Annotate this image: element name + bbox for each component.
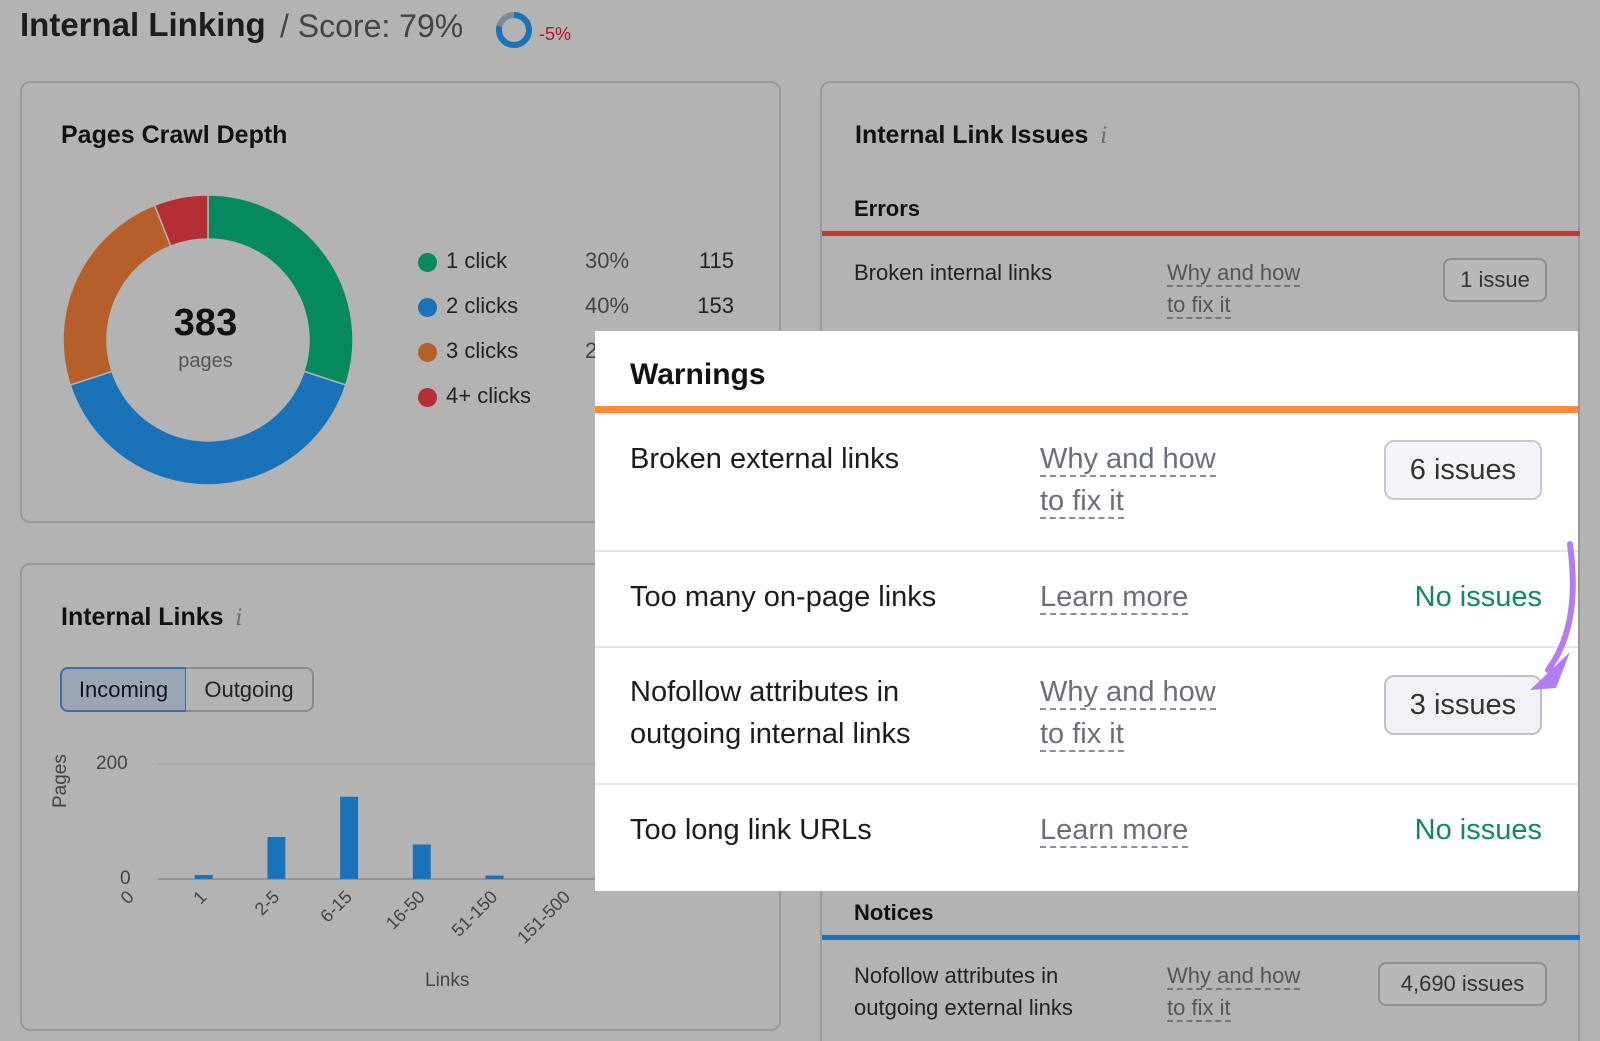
donut-slice-4[interactable] <box>153 194 209 248</box>
x-axis-label: Links <box>425 970 470 991</box>
no-issues-status: No issues <box>1414 581 1542 613</box>
crawl-depth-donut <box>62 194 354 486</box>
bar-16-50[interactable] <box>412 844 431 880</box>
crawl-depth-total: 383 <box>173 302 238 344</box>
why-fix-link[interactable]: Why and how to fix it <box>1040 443 1216 519</box>
internal-links-title: Internal Links i <box>61 603 243 632</box>
legend-label: 3 clicks <box>446 338 519 363</box>
issues-title-text: Internal Link Issues <box>855 121 1089 149</box>
y-tick-0: 0 <box>120 868 131 889</box>
row-divider <box>595 783 1578 785</box>
score-delta: -5% <box>539 24 572 44</box>
info-icon[interactable]: i <box>1100 124 1108 149</box>
legend-pct: 2 <box>585 338 598 363</box>
broken-external-links-issues-button[interactable]: 6 issues <box>1384 440 1542 500</box>
why-fix-link[interactable]: Why and how to fix it <box>1167 963 1301 1022</box>
notice-issues-count-button[interactable]: 4,690 issues <box>1378 962 1547 1006</box>
row-divider <box>595 550 1578 552</box>
x-tick-label: 6-15 <box>316 887 356 927</box>
legend-dot <box>418 343 437 362</box>
internal-links-title-text: Internal Links <box>61 603 224 631</box>
outgoing-toggle[interactable]: Outgoing <box>186 667 314 712</box>
notices-line <box>822 935 1580 940</box>
crawl-depth-total-label: pages <box>178 350 233 372</box>
x-tick-label: 2-5 <box>251 887 284 920</box>
bar-1[interactable] <box>194 874 213 879</box>
page-title: Internal Linking <box>20 6 266 43</box>
legend-pct: 40% <box>585 293 630 318</box>
learn-more-link[interactable]: Learn more <box>1040 814 1189 848</box>
error-row-name: Broken internal links <box>854 260 1053 285</box>
incoming-toggle[interactable]: Incoming <box>60 667 187 712</box>
x-tick-label: 151-500 <box>513 887 574 948</box>
legend-pct: 30% <box>585 248 630 273</box>
learn-more-link[interactable]: Learn more <box>1040 581 1189 615</box>
donut-slice-2[interactable] <box>69 370 347 486</box>
why-fix-link[interactable]: Why and how to fix it <box>1167 260 1301 319</box>
legend-label: 1 click <box>446 248 508 273</box>
warning-row-too-long-urls: Too long link URLs <box>630 814 872 846</box>
error-issues-count-button[interactable]: 1 issue <box>1443 258 1547 302</box>
annotation-arrow-icon <box>1530 541 1576 690</box>
legend-label: 2 clicks <box>446 293 519 318</box>
warnings-title: Warnings <box>630 358 766 391</box>
notices-label: Notices <box>854 900 934 925</box>
legend-row-3-clicks[interactable]: 3 clicks 2 <box>418 338 598 368</box>
legend-label: 4+ clicks <box>446 383 531 408</box>
score-ring-icon <box>496 12 532 48</box>
legend-dot <box>418 298 437 317</box>
donut-slice-1[interactable] <box>207 194 354 386</box>
why-fix-link[interactable]: Why and how to fix it <box>1040 676 1216 752</box>
legend-dot <box>418 253 437 272</box>
legend-row-4plus-clicks[interactable]: 4+ clicks <box>418 383 588 413</box>
info-icon[interactable]: i <box>235 606 243 631</box>
nofollow-internal-issues-button[interactable]: 3 issues <box>1384 675 1542 735</box>
bar-6-15[interactable] <box>340 796 359 879</box>
x-tick-label: 1 <box>189 887 210 908</box>
y-axis-label: Pages <box>50 754 71 808</box>
legend-count: 115 <box>698 248 734 273</box>
errors-line <box>822 231 1580 236</box>
legend-dot <box>418 388 437 407</box>
x-tick-label: 16-50 <box>382 887 429 934</box>
row-divider <box>595 646 1578 648</box>
crawl-depth-title: Pages Crawl Depth <box>61 121 288 149</box>
score-text: / Score: 79% <box>280 8 464 44</box>
notice-row-name: Nofollow attributes in outgoing external … <box>854 963 1073 1020</box>
x-tick-label: 51-150 <box>448 887 502 941</box>
no-issues-status: No issues <box>1414 814 1542 846</box>
warning-row-broken-external-links: Broken external links <box>630 443 900 475</box>
issues-title: Internal Link Issues i <box>855 121 1107 150</box>
y-tick-200: 200 <box>96 753 128 774</box>
legend-row-2-clicks[interactable]: 2 clicks 40% 153 <box>418 293 734 323</box>
bar-51-150[interactable] <box>485 875 504 879</box>
legend-row-1-click[interactable]: 1 click 30% 115 <box>418 248 734 278</box>
legend-count: 153 <box>697 293 734 318</box>
errors-label: Errors <box>854 196 921 221</box>
warning-row-nofollow-internal: Nofollow attributes in outgoing internal … <box>630 676 911 750</box>
bar-2-5[interactable] <box>267 837 286 879</box>
warning-row-too-many-links: Too many on-page links <box>630 581 937 613</box>
warnings-line <box>595 406 1578 413</box>
warnings-popup: Warnings Broken external links Why and h… <box>595 331 1578 891</box>
